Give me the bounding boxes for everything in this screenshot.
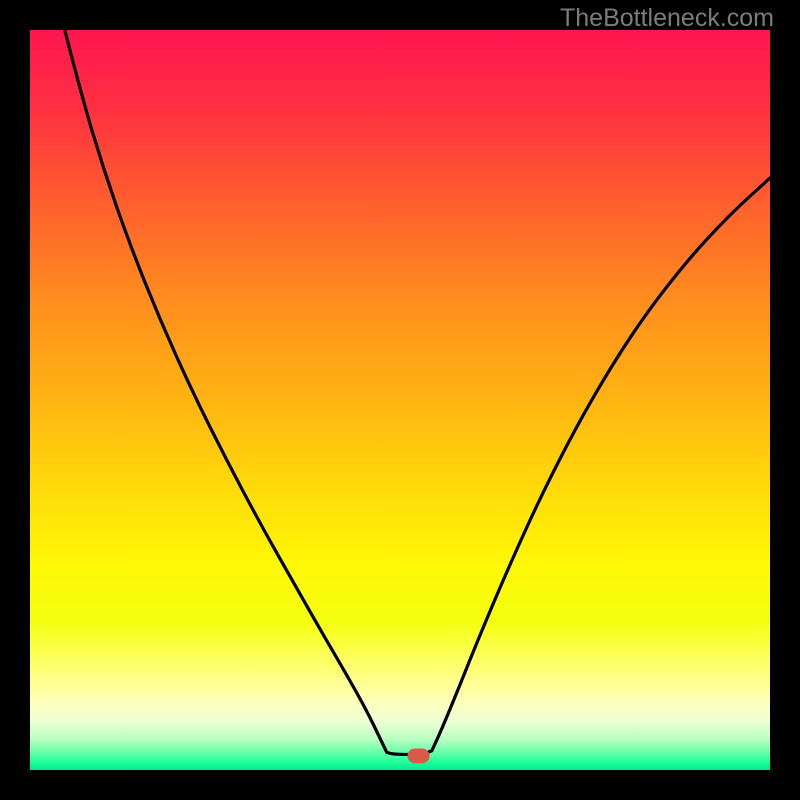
plot-svg <box>30 30 770 770</box>
trough-marker <box>407 749 429 764</box>
gradient-background <box>30 30 770 770</box>
watermark-text: TheBottleneck.com <box>560 4 774 33</box>
plot-area <box>30 30 770 770</box>
